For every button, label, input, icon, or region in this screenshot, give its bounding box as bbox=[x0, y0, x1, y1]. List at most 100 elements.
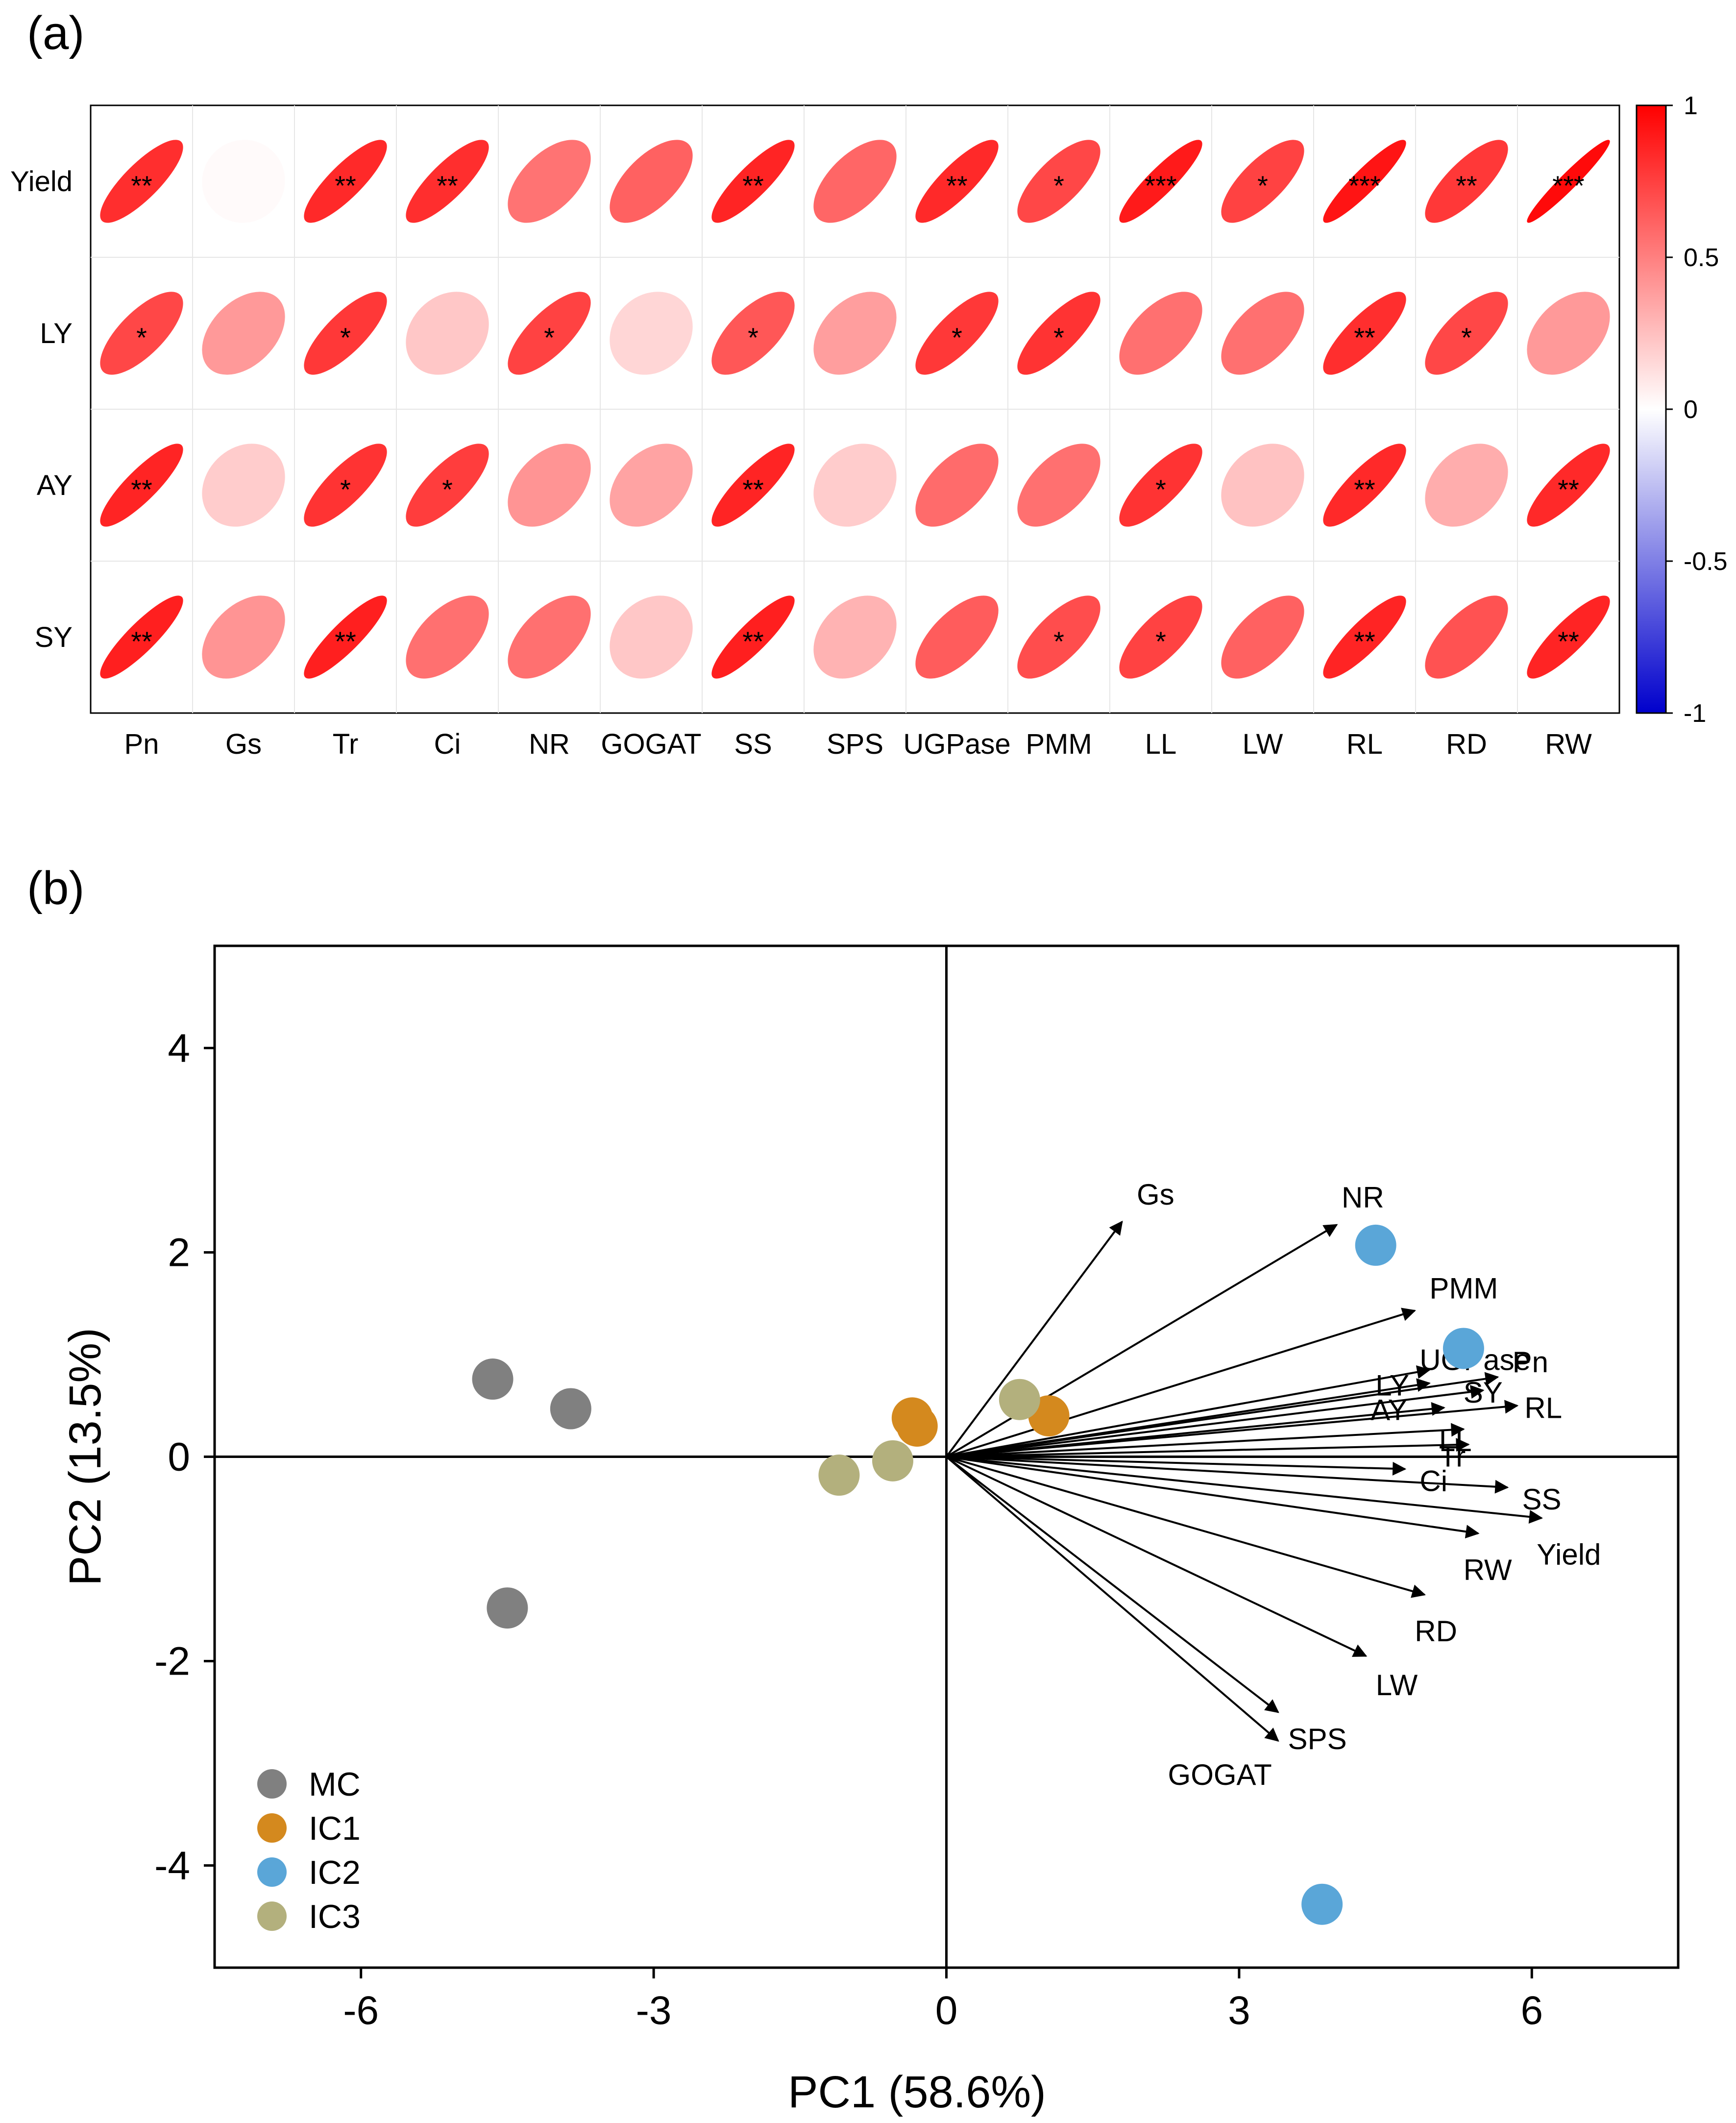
correlation-ellipse bbox=[406, 444, 489, 527]
colorbar-tick-label: -1 bbox=[1684, 699, 1706, 728]
sample-point-ic2 bbox=[1443, 1328, 1484, 1369]
correlation-ellipse bbox=[406, 595, 489, 679]
correlation-ellipse bbox=[1425, 444, 1508, 527]
correlation-ellipse bbox=[100, 444, 183, 527]
column-label: RW bbox=[1545, 728, 1592, 760]
correlation-ellipse bbox=[202, 595, 285, 679]
significance-mark: ** bbox=[742, 170, 764, 201]
correlation-ellipse bbox=[813, 140, 897, 223]
correlation-ellipse bbox=[508, 444, 591, 527]
correlation-ellipse bbox=[1425, 292, 1508, 375]
correlation-ellipse bbox=[1323, 595, 1406, 679]
significance-mark: ** bbox=[1456, 170, 1477, 201]
loading-arrow-gogat bbox=[946, 1456, 1279, 1742]
correlation-ellipse bbox=[1119, 444, 1202, 527]
significance-mark: * bbox=[1155, 626, 1166, 657]
row-label: Yield bbox=[10, 166, 73, 197]
correlation-ellipse bbox=[711, 444, 795, 527]
loading-arrow-ll bbox=[946, 1423, 1465, 1458]
correlation-ellipse bbox=[1425, 595, 1508, 679]
significance-mark: * bbox=[340, 474, 351, 505]
y-tick-label: -2 bbox=[154, 1639, 190, 1684]
row-label: LY bbox=[40, 318, 73, 349]
correlation-ellipse bbox=[610, 292, 693, 375]
loading-label: NR bbox=[1342, 1181, 1384, 1214]
y-tick-label: 2 bbox=[168, 1231, 190, 1275]
significance-mark: * bbox=[1257, 170, 1268, 201]
correlation-ellipse bbox=[915, 595, 999, 679]
colorbar-bar bbox=[1636, 104, 1667, 714]
loading-arrow-rw bbox=[946, 1456, 1480, 1539]
loading-arrow-tr bbox=[946, 1438, 1470, 1458]
loading-arrow-yield bbox=[946, 1456, 1543, 1524]
significance-mark: * bbox=[1155, 474, 1166, 505]
loading-label: LY bbox=[1375, 1369, 1409, 1402]
x-tick-label: -3 bbox=[636, 1988, 672, 2033]
significance-mark: * bbox=[340, 322, 351, 353]
loading-label: SPS bbox=[1288, 1723, 1347, 1755]
column-label: SPS bbox=[827, 728, 883, 760]
loading-label: RW bbox=[1464, 1554, 1512, 1586]
correlation-ellipse bbox=[813, 444, 897, 527]
correlation-ellipse bbox=[508, 140, 591, 223]
correlation-ellipse bbox=[304, 595, 387, 679]
significance-mark: * bbox=[442, 474, 453, 505]
legend-marker bbox=[257, 1901, 287, 1931]
correlation-ellipse bbox=[406, 140, 489, 223]
significance-mark: ** bbox=[437, 170, 458, 201]
loading-arrow-sy bbox=[946, 1385, 1485, 1458]
column-label: UGPase bbox=[903, 728, 1010, 760]
legend-marker bbox=[257, 1857, 287, 1887]
loading-arrow-sps bbox=[946, 1456, 1279, 1713]
correlation-ellipse bbox=[1017, 444, 1100, 527]
correlation-ellipse bbox=[1119, 140, 1202, 223]
panel-b-label: (b) bbox=[27, 862, 84, 914]
correlation-ellipse bbox=[1527, 595, 1610, 679]
loading-arrow-ay bbox=[946, 1402, 1445, 1458]
correlation-ellipse bbox=[1017, 595, 1100, 679]
x-tick-label: 3 bbox=[1228, 1988, 1250, 2033]
y-axis-label: PC2 (13.5%) bbox=[60, 1328, 110, 1586]
significance-mark: * bbox=[1461, 322, 1472, 353]
sample-point-ic2 bbox=[1301, 1883, 1343, 1925]
significance-mark: *** bbox=[1145, 170, 1176, 201]
significance-mark: ** bbox=[1354, 626, 1375, 657]
significance-mark: ** bbox=[1354, 474, 1375, 505]
correlation-ellipse bbox=[304, 140, 387, 223]
loading-label: Tr bbox=[1439, 1440, 1466, 1473]
significance-mark: * bbox=[1053, 322, 1064, 353]
correlation-ellipse bbox=[915, 140, 999, 223]
column-label: NR bbox=[529, 728, 570, 760]
correlation-ellipse bbox=[1119, 595, 1202, 679]
correlation-ellipse bbox=[813, 595, 897, 679]
significance-mark: ** bbox=[131, 626, 152, 657]
correlation-ellipse bbox=[1527, 444, 1610, 527]
significance-mark: * bbox=[952, 322, 962, 353]
sample-point-mc bbox=[472, 1358, 513, 1400]
x-tick-label: 6 bbox=[1520, 1988, 1543, 2033]
column-label: RD bbox=[1446, 728, 1487, 760]
correlation-ellipse bbox=[1323, 444, 1406, 527]
correlation-ellipse bbox=[1323, 140, 1406, 223]
correlation-ellipse bbox=[915, 444, 999, 527]
loading-label: Yield bbox=[1537, 1538, 1601, 1571]
y-tick-label: 4 bbox=[168, 1026, 190, 1071]
loading-label: RD bbox=[1415, 1615, 1457, 1648]
correlation-ellipse bbox=[406, 292, 489, 375]
loading-arrow-pmm bbox=[946, 1308, 1417, 1458]
correlation-ellipse bbox=[1323, 292, 1406, 375]
sample-point-ic3 bbox=[818, 1455, 860, 1496]
significance-mark: * bbox=[544, 322, 555, 353]
column-label: Ci bbox=[434, 728, 461, 760]
column-label: Pn bbox=[124, 728, 159, 760]
correlation-ellipse bbox=[610, 140, 693, 223]
loading-arrow-ss bbox=[946, 1456, 1509, 1494]
loading-label: LW bbox=[1376, 1669, 1418, 1702]
significance-mark: ** bbox=[1558, 474, 1579, 505]
correlation-heatmap: ** ** ** ** ** * *** * *** ** ***Yield* * * * * * ** *LY*… bbox=[10, 104, 1620, 760]
legend-label: IC2 bbox=[309, 1854, 361, 1891]
loading-arrow-rd bbox=[946, 1456, 1426, 1598]
pca-biplot: -6 -3 0 3 6 4 2 0 -2 -4 PC1 (58.6%) PC2 (13.5%) Gs NR… bbox=[60, 944, 1680, 2117]
correlation-ellipse bbox=[1119, 292, 1202, 375]
